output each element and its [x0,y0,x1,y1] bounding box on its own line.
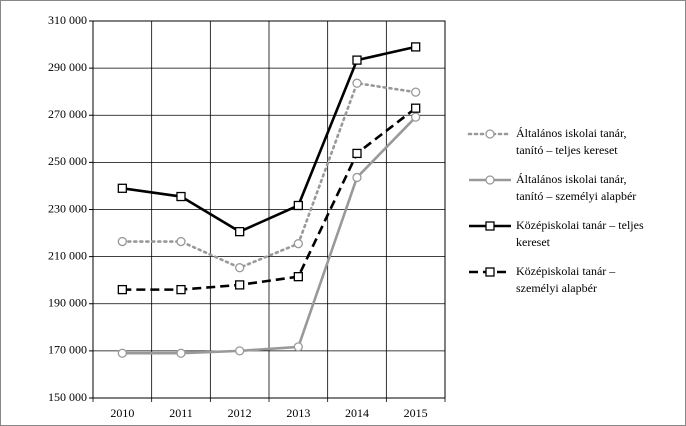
y-tick-label: 170 000 [48,343,87,357]
x-tick-label: 2014 [345,406,369,420]
legend-key [469,175,511,185]
x-tick-label: 2010 [110,406,134,420]
x-tick-label: 2015 [404,406,428,420]
marker [352,148,362,159]
legend-label: Általános iskolai tanár, tanító – teljes… [516,126,627,157]
y-tick-label: 210 000 [48,248,87,262]
marker [411,42,421,52]
marker [176,348,186,358]
series-line [122,116,417,355]
marker [235,263,245,273]
marker [235,226,245,237]
marker [485,221,495,231]
legend-label: Általános iskolai tanár, tanító – személ… [516,172,637,203]
series-line [121,81,417,270]
marker [176,236,186,247]
marker [176,284,186,295]
marker [235,280,245,290]
marker [117,236,127,247]
marker [352,55,362,65]
marker [117,284,127,295]
marker [485,129,495,139]
marker [352,172,362,183]
marker [235,346,245,356]
marker [352,78,362,88]
marker [411,103,421,113]
y-tick-label: 190 000 [48,296,87,310]
marker [293,272,303,282]
x-tick-label: 2013 [286,406,310,420]
marker [293,200,303,211]
marker [293,239,303,249]
legend-key [469,267,511,277]
marker [117,183,127,193]
marker [411,112,421,122]
plot-border [92,20,446,399]
legend: Általános iskolai tanár, tanító – teljes… [467,125,667,309]
marker [485,267,495,277]
y-tick-label: 150 000 [48,390,87,404]
x-tick-label: 2012 [228,406,252,420]
legend-entry: Általános iskolai tanár, tanító – teljes… [467,125,667,159]
legend-label: Középiskolai tanár – személyi alapbér [516,264,616,295]
legend-key [469,221,511,231]
y-tick-label: 230 000 [48,201,87,215]
series-line [122,45,416,234]
marker [485,175,495,185]
legend-entry: Középiskolai tanár – teljes kereset [467,217,667,251]
y-tick-label: 250 000 [48,154,87,168]
legend-entry: Általános iskolai tanár, tanító – személ… [467,171,667,205]
chart: 150 000 170 000 190 000 210 000 230 000 250 0… [48,13,446,420]
marker [117,348,127,358]
legend-key [467,129,513,139]
marker [293,342,303,352]
legend-label: Középiskolai tanár – teljes kereset [516,218,644,249]
series-line [122,107,417,291]
x-tick-label: 2011 [169,406,193,420]
marker [176,191,186,202]
y-tick-label: 290 000 [48,60,87,74]
legend-entry: Középiskolai tanár – személyi alapbér [467,263,667,297]
y-tick-label: 270 000 [48,107,87,121]
marker [411,87,421,97]
y-tick-label: 310 000 [48,13,87,27]
